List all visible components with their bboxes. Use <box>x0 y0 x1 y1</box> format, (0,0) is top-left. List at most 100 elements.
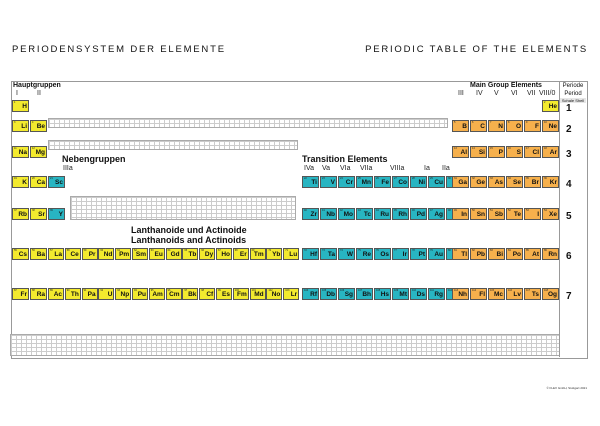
element-db: 105 Db <box>320 288 337 300</box>
element-mc: 115 Mc <box>488 288 505 300</box>
group-numeral-3: III <box>458 90 464 97</box>
element-symbol: He <box>548 103 557 110</box>
atomic-number: 116 <box>508 289 512 292</box>
atomic-number: 32 <box>472 177 475 180</box>
element-symbol: Cr <box>345 179 353 186</box>
element-symbol: Ce <box>70 251 79 258</box>
element-cl: 17 Cl <box>524 146 541 158</box>
element-ds: 110 Ds <box>410 288 427 300</box>
atomic-number: 3 <box>14 121 16 124</box>
element-ge: 32 Ge <box>470 176 487 188</box>
element-symbol: I <box>537 211 539 218</box>
element-symbol: Rf <box>310 291 317 298</box>
period-number-7: 7 <box>566 291 572 302</box>
element-symbol: Nb <box>326 211 335 218</box>
atomic-number: 115 <box>490 289 494 292</box>
empty-grid-period4-5 <box>70 196 296 220</box>
element-symbol: Ta <box>327 251 335 258</box>
element-as: 33 As <box>488 176 505 188</box>
element-cr: 24 Cr <box>338 176 355 188</box>
atomic-number: 10 <box>544 121 547 124</box>
lanthanoids-actinoids-label-de: Lanthanoide und Actinoide <box>131 225 247 235</box>
element-lv: 116 Lv <box>506 288 523 300</box>
atomic-number: 6 <box>472 121 474 124</box>
element-he: 2 He <box>542 100 559 112</box>
element-symbol: Ga <box>458 179 467 186</box>
atomic-number: 30 <box>448 177 451 180</box>
element-symbol: Hs <box>380 291 389 298</box>
element-au: 79 Au <box>428 248 445 260</box>
element-rf: 104 Rf <box>302 288 319 300</box>
element-symbol: Bi <box>496 251 504 258</box>
period-header-de: Periode <box>562 83 584 89</box>
element-zr: 40 Zr <box>302 208 319 220</box>
group-numeral-6: VI <box>511 90 518 97</box>
atomic-number: 49 <box>454 209 457 212</box>
element-symbol: F <box>535 123 539 130</box>
atomic-number: 97 <box>184 289 188 292</box>
atomic-number: 89 <box>50 289 53 292</box>
atomic-number: 58 <box>66 249 70 252</box>
atomic-number: 18 <box>544 147 547 150</box>
atomic-number: 71 <box>285 249 288 252</box>
main-groups-label-en: Main Group Elements <box>470 82 542 89</box>
element-symbol: Ge <box>476 179 485 186</box>
element-symbol: Ts <box>531 291 539 298</box>
atomic-number: 85 <box>526 249 529 252</box>
atomic-number: 76 <box>376 249 379 252</box>
element-symbol: Y <box>58 211 63 218</box>
element-symbol: Ti <box>311 179 317 186</box>
atomic-number: 53 <box>526 209 529 212</box>
element-symbol: K <box>22 179 27 186</box>
element-kr: 36 Kr <box>542 176 559 188</box>
element-symbol: Ir <box>402 251 407 258</box>
element-gd: 64 Gd <box>165 248 182 260</box>
element-symbol: Hf <box>310 251 317 258</box>
element-hs: 108 Hs <box>374 288 391 300</box>
atomic-number: 8 <box>508 121 510 124</box>
element-symbol: Al <box>460 149 468 156</box>
atomic-number: 34 <box>508 177 511 180</box>
atomic-number: 105 <box>322 289 327 292</box>
element-symbol: Ni <box>418 179 426 186</box>
atomic-number: 82 <box>472 249 475 252</box>
element-ba: 56 Ba <box>30 248 47 260</box>
element-cu: 29 Cu <box>428 176 445 188</box>
atomic-number: 46 <box>412 209 415 212</box>
element-i: 53 I <box>524 208 541 220</box>
atomic-number: 44 <box>376 209 379 212</box>
element-symbol: Nd <box>103 251 113 258</box>
period-number-1: 1 <box>566 103 572 114</box>
element-te: 52 Te <box>506 208 523 220</box>
element-symbol: At <box>532 251 539 258</box>
element-symbol: Tl <box>461 251 467 258</box>
sub-groups-label-de: Nebengruppen <box>62 154 126 164</box>
element-symbol: Sn <box>476 211 485 218</box>
element-co: 27 Co <box>392 176 409 188</box>
atomic-number: 39 <box>50 209 53 212</box>
atomic-number: 14 <box>472 147 475 150</box>
element-cs: 55 Cs <box>12 248 29 260</box>
atomic-number: 67 <box>218 249 221 252</box>
atomic-number: 94 <box>134 289 137 292</box>
element-symbol: Ar <box>549 149 557 156</box>
element-symbol: Kr <box>549 179 557 186</box>
element-symbol: Li <box>21 123 27 130</box>
element-symbol: O <box>515 123 521 130</box>
element-symbol: Pt <box>418 251 426 258</box>
element-mt: 109 Mt <box>392 288 409 300</box>
element-symbol: Br <box>531 179 539 186</box>
atomic-number: 33 <box>490 177 493 180</box>
element-ir: 77 Ir <box>392 248 409 260</box>
element-y: 39 Y <box>48 208 65 220</box>
atomic-number: 74 <box>340 249 343 252</box>
element-symbol: No <box>271 291 281 298</box>
element-symbol: Pa <box>87 291 96 298</box>
element-yb: 70 Yb <box>266 248 283 260</box>
element-symbol: Pr <box>88 251 96 258</box>
element-tm: 69 Tm <box>249 248 266 260</box>
atomic-number: 81 <box>454 249 457 252</box>
element-ar: 18 Ar <box>542 146 559 158</box>
element-th: 90 Th <box>64 288 81 300</box>
